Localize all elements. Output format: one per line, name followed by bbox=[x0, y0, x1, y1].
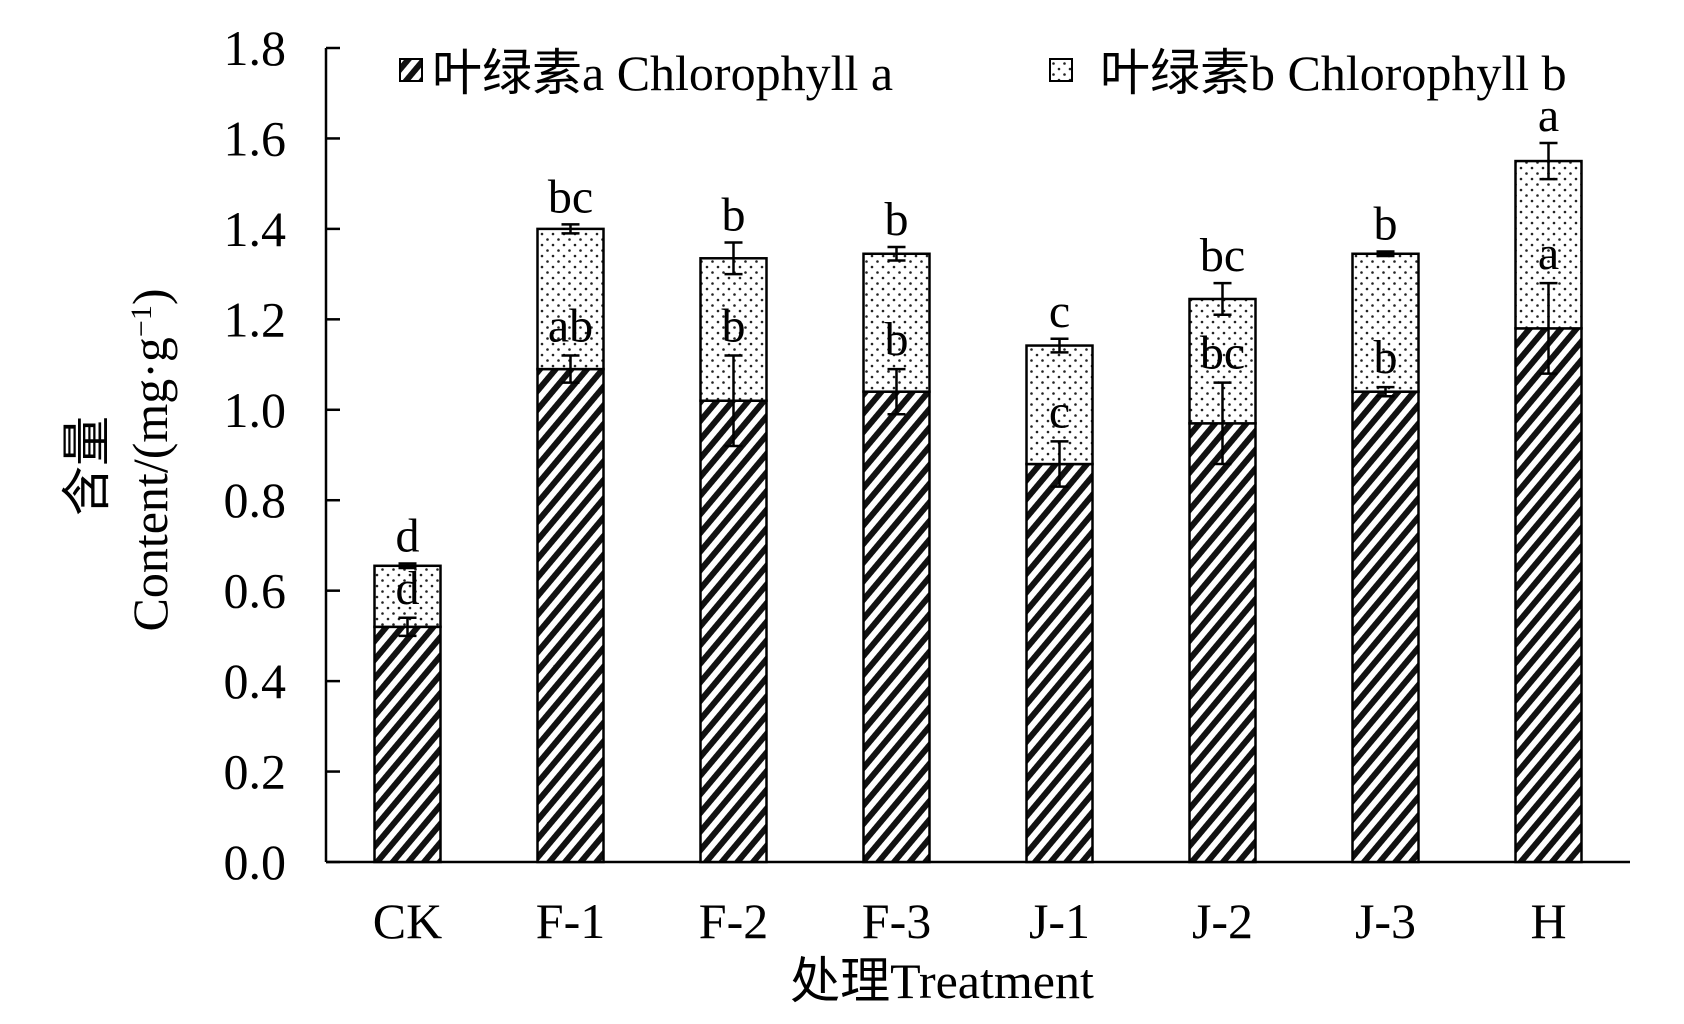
y-axis-title-en-main: Content/(mg·g bbox=[122, 337, 178, 631]
bar-chlorophyll-a bbox=[536, 367, 605, 864]
x-tick-label: H bbox=[1530, 893, 1566, 949]
y-axis-title-cn: 含量 bbox=[59, 416, 115, 516]
significance-label-chlorophyll-b: bc bbox=[1200, 229, 1245, 282]
legend-label-chlorophyll-b: 叶绿素b Chlorophyll b bbox=[1100, 45, 1567, 101]
legend: 叶绿素a Chlorophyll a 叶绿素b Chlorophyll b bbox=[399, 45, 1567, 101]
significance-label-chlorophyll-b: b bbox=[722, 188, 746, 241]
x-tick-label: J-1 bbox=[1029, 893, 1090, 949]
y-tick-label: 0.2 bbox=[224, 744, 287, 800]
significance-label-chlorophyll-b: a bbox=[1538, 89, 1559, 142]
y-tick-label: 0.6 bbox=[224, 563, 287, 619]
x-tick-label: F-3 bbox=[862, 893, 931, 949]
y-axis-title-sup: −1 bbox=[125, 305, 158, 337]
y-tick-label: 0.4 bbox=[224, 653, 287, 709]
significance-label-chlorophyll-a: a bbox=[1538, 227, 1559, 280]
significance-label-chlorophyll-a: bc bbox=[1200, 327, 1245, 380]
y-tick-label: 1.0 bbox=[224, 382, 287, 438]
y-tick-label: 0.8 bbox=[224, 472, 287, 528]
x-tick-label: F-2 bbox=[699, 893, 768, 949]
y-tick-label: 1.8 bbox=[224, 20, 287, 76]
y-tick-label: 0.0 bbox=[224, 834, 287, 890]
bar-chlorophyll-a bbox=[699, 399, 768, 864]
significance-label-chlorophyll-b: b bbox=[1374, 198, 1398, 251]
y-tick-label: 1.4 bbox=[224, 201, 287, 257]
significance-label-chlorophyll-a: b bbox=[722, 300, 746, 353]
significance-label-chlorophyll-b: c bbox=[1049, 285, 1070, 338]
legend-label-chlorophyll-a: 叶绿素a Chlorophyll a bbox=[432, 45, 893, 101]
significance-label-chlorophyll-a: ab bbox=[548, 300, 593, 353]
significance-label-chlorophyll-a: b bbox=[885, 313, 909, 366]
bar-chlorophyll-a bbox=[373, 625, 442, 864]
bar-chlorophyll-a bbox=[1188, 422, 1257, 864]
significance-label-chlorophyll-a: d bbox=[396, 562, 420, 615]
x-tick-label: CK bbox=[373, 893, 442, 949]
significance-label-chlorophyll-b: bc bbox=[548, 170, 593, 223]
x-tick-label: J-2 bbox=[1192, 893, 1253, 949]
significance-label-chlorophyll-b: b bbox=[885, 193, 909, 246]
y-axis-title-close: ) bbox=[122, 289, 178, 306]
legend-swatch-chlorophyll-b bbox=[1049, 58, 1073, 82]
y-tick-label: 1.6 bbox=[224, 110, 287, 166]
legend-swatch-chlorophyll-a bbox=[399, 58, 423, 82]
significance-label-chlorophyll-a: b bbox=[1374, 331, 1398, 384]
error-bars-layer bbox=[398, 141, 1558, 638]
bar-chlorophyll-a bbox=[1025, 462, 1094, 864]
bar-chlorophyll-a bbox=[1514, 327, 1583, 864]
x-tick-label: J-3 bbox=[1355, 893, 1416, 949]
axes: 0.0 0.2 0.4 0.6 0.8 1.0 1.2 1.4 1.6 1.8 CK F-1 F-2 F-… bbox=[224, 20, 1630, 949]
bar-chlorophyll-a bbox=[862, 390, 931, 864]
bar-chlorophyll-a bbox=[1351, 390, 1420, 864]
y-tick-label: 1.2 bbox=[224, 291, 287, 347]
y-axis-title-en: Content/(mg·g−1) bbox=[122, 289, 178, 632]
x-tick-label: F-1 bbox=[536, 893, 605, 949]
significance-label-chlorophyll-a: c bbox=[1049, 385, 1070, 438]
x-axis-title: 处理Treatment bbox=[790, 953, 1094, 1009]
bars-layer bbox=[373, 159, 1583, 864]
significance-label-chlorophyll-b: d bbox=[396, 510, 420, 563]
